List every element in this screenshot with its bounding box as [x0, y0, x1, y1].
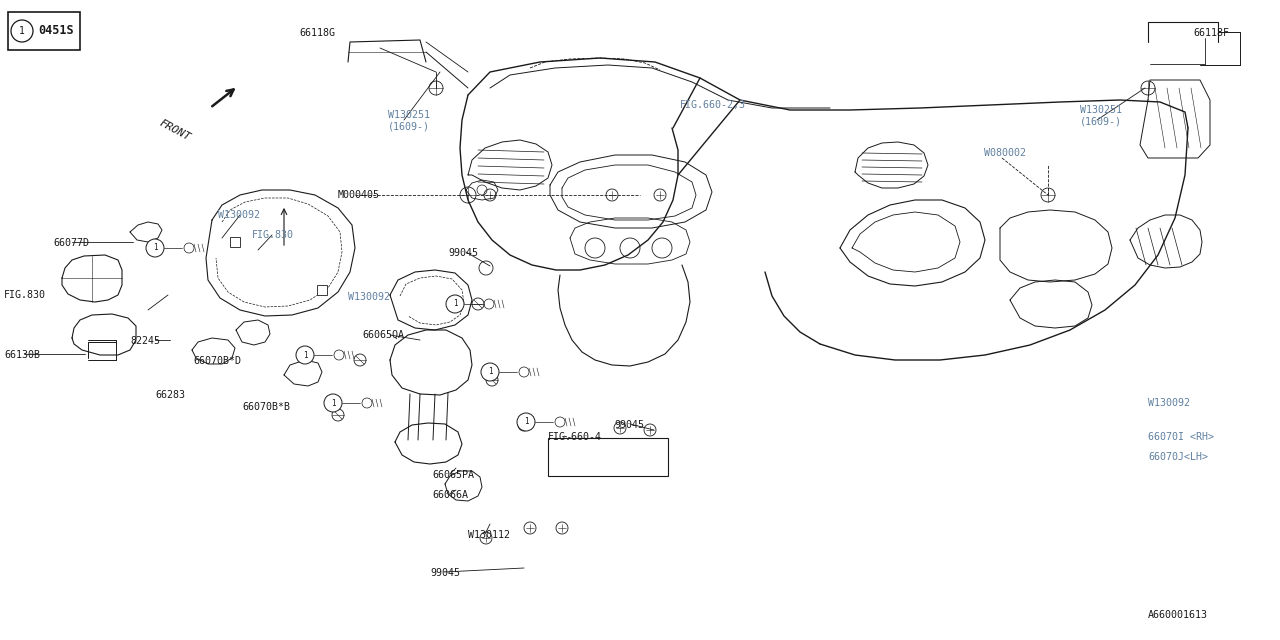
Text: FIG.830: FIG.830 [4, 290, 46, 300]
Text: 99045: 99045 [430, 568, 460, 578]
Text: W130092: W130092 [348, 292, 390, 302]
Text: FIG.660-2,3: FIG.660-2,3 [680, 100, 746, 110]
Text: 1: 1 [330, 399, 335, 408]
Text: 66070B*D: 66070B*D [193, 356, 241, 366]
Circle shape [324, 394, 342, 412]
Text: 66070I <RH>: 66070I <RH> [1148, 432, 1213, 442]
Circle shape [296, 346, 314, 364]
Text: 66070B*B: 66070B*B [242, 402, 291, 412]
Text: 1: 1 [488, 367, 493, 376]
Text: 1: 1 [152, 243, 157, 253]
Text: 0451S: 0451S [38, 24, 74, 38]
Text: W130251
(1609-): W130251 (1609-) [388, 110, 430, 132]
Text: FRONT: FRONT [157, 118, 192, 142]
Text: 66065QA: 66065QA [362, 330, 404, 340]
Text: 66065PA: 66065PA [433, 470, 474, 480]
Text: 66077D: 66077D [52, 238, 90, 248]
Text: M000405: M000405 [338, 190, 380, 200]
Text: W130251
(1609-): W130251 (1609-) [1080, 105, 1123, 127]
Text: W130112: W130112 [468, 530, 509, 540]
Text: 1: 1 [19, 26, 24, 36]
Circle shape [445, 295, 465, 313]
Text: 66070J<LH>: 66070J<LH> [1148, 452, 1208, 462]
Text: 66066A: 66066A [433, 490, 468, 500]
Circle shape [12, 20, 33, 42]
Text: 1: 1 [302, 351, 307, 360]
Bar [548, 438, 668, 476]
Text: 66130B: 66130B [4, 350, 40, 360]
Text: 1: 1 [524, 417, 529, 426]
Text: 66118G: 66118G [300, 28, 335, 38]
Text: A660001613: A660001613 [1148, 610, 1208, 620]
Text: 1: 1 [453, 300, 457, 308]
Text: FIG.830: FIG.830 [252, 230, 294, 240]
Text: W080002: W080002 [984, 148, 1027, 158]
Text: 66118F: 66118F [1193, 28, 1229, 38]
Text: 82245: 82245 [131, 336, 160, 346]
Text: W130092: W130092 [218, 210, 260, 220]
Circle shape [146, 239, 164, 257]
Text: FIG.660-4: FIG.660-4 [548, 432, 602, 442]
Bar [317, 285, 326, 295]
Circle shape [481, 363, 499, 381]
Bar [230, 237, 241, 247]
Circle shape [517, 413, 535, 431]
Text: 99045: 99045 [614, 420, 644, 430]
Text: W130092: W130092 [1148, 398, 1190, 408]
Text: 99045: 99045 [448, 248, 477, 258]
Text: 66283: 66283 [155, 390, 186, 400]
Bar [8, 12, 79, 50]
